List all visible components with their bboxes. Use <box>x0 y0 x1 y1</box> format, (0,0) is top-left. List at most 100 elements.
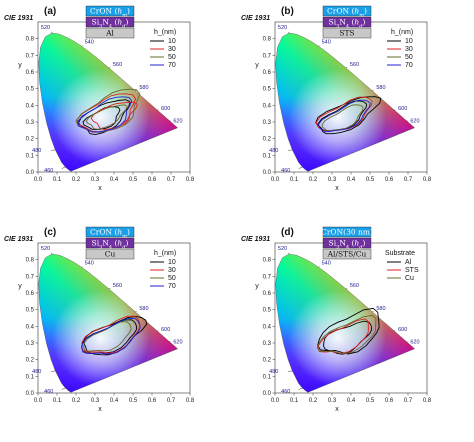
wavelength-tick <box>51 370 56 372</box>
layer-label: Al <box>105 29 114 38</box>
legend-title: h_(nm) <box>154 29 176 36</box>
x-axis-label: x <box>335 406 339 413</box>
y-tick-label: 0.0 <box>26 170 35 176</box>
wavelength-tick <box>61 166 66 169</box>
layer-box <box>322 248 372 260</box>
x-tick-label: 0.8 <box>186 177 195 183</box>
series-loop-10 <box>315 96 382 135</box>
wavelength-tick <box>169 120 171 122</box>
x-tick-label: 0.2 <box>309 398 318 404</box>
layer-label: Si3N4 (hd) <box>329 18 366 30</box>
y-tick-label: 0.6 <box>26 70 35 76</box>
wavelength-tick <box>345 67 348 69</box>
y-tick-label: 0.7 <box>263 274 272 280</box>
wavelength-label: 620 <box>410 119 419 125</box>
layer-box <box>322 27 372 39</box>
x-tick-label: 0.7 <box>404 398 413 404</box>
series-loop-70 <box>76 96 133 133</box>
layer-box <box>85 248 135 260</box>
wavelength-tick <box>135 311 137 313</box>
wavelength-label: 540 <box>322 39 331 45</box>
y-tick-label: 0.7 <box>26 53 35 59</box>
y-tick-label: 0.3 <box>263 341 272 347</box>
wavelength-label: 540 <box>322 260 331 266</box>
x-tick-label: 0.1 <box>290 177 299 183</box>
wavelength-tick <box>298 387 303 390</box>
wavelength-tick <box>318 266 320 268</box>
cie-panel-4: 0.0 0.1 0.2 0.3 0.4 0.5 0.6 0.7 0.8 0.0 0.1 0.2 0.3 0… <box>241 226 432 413</box>
wavelength-tick <box>298 166 303 169</box>
layer-label: CrON (hm) <box>90 7 130 19</box>
panel-letter: (b) <box>281 6 294 17</box>
wavelength-label: 620 <box>173 340 182 346</box>
panel-letter: (a) <box>44 6 56 17</box>
y-tick-label: 0.1 <box>26 153 35 159</box>
y-tick-label: 0.2 <box>26 358 35 364</box>
spectral-locus <box>38 32 178 172</box>
wavelength-label: 560 <box>350 283 359 289</box>
legend-label: 10 <box>405 38 413 45</box>
chart-title: CIE 1931 <box>4 15 33 22</box>
y-tick-label: 0.0 <box>263 391 272 397</box>
series-group <box>316 307 380 355</box>
x-tick-label: 0.4 <box>110 398 119 404</box>
wavelength-tick <box>135 90 137 92</box>
spectral-locus <box>38 253 178 393</box>
layer-box <box>322 237 372 249</box>
y-tick-label: 0.7 <box>26 274 35 280</box>
y-axis-label: y <box>18 62 22 69</box>
wavelength-label: 560 <box>113 62 122 68</box>
layer-box <box>85 27 135 39</box>
y-tick-label: 0.4 <box>26 324 35 330</box>
legend-label: 50 <box>168 275 176 282</box>
wavelength-label: 560 <box>113 283 122 289</box>
wavelength-label: 580 <box>376 306 385 312</box>
legend-label: 70 <box>168 283 176 290</box>
wavelength-label: 480 <box>32 148 41 154</box>
x-axis-label: x <box>98 185 102 192</box>
wavelength-tick <box>61 387 66 390</box>
x-tick-label: 0.6 <box>148 398 157 404</box>
x-tick-label: 0.6 <box>148 177 157 183</box>
x-tick-label: 0.4 <box>110 177 119 183</box>
y-tick-label: 0.3 <box>26 341 35 347</box>
layer-box <box>85 16 135 28</box>
spectral-locus <box>275 253 415 393</box>
wavelength-label: 540 <box>85 39 94 45</box>
layer-label: STS <box>339 29 354 38</box>
x-tick-label: 0.1 <box>290 398 299 404</box>
cie-panel-3: 0.0 0.1 0.2 0.3 0.4 0.5 0.6 0.7 0.8 0.0 0.1 0.2 0.3 0… <box>4 226 195 413</box>
wavelength-tick <box>288 370 293 372</box>
chart-title: CIE 1931 <box>4 236 33 243</box>
y-tick-label: 0.0 <box>263 170 272 176</box>
y-tick-label: 0.0 <box>26 391 35 397</box>
wavelength-label: 600 <box>398 106 407 112</box>
y-tick-label: 0.5 <box>263 87 272 93</box>
wavelength-tick <box>169 341 171 343</box>
series-group <box>75 88 141 136</box>
layer-box <box>322 16 372 28</box>
cie-panel-2: 0.0 0.1 0.2 0.3 0.4 0.5 0.6 0.7 0.8 0.0 0.1 0.2 0.3 0… <box>241 5 432 192</box>
wavelength-tick <box>372 90 374 92</box>
y-tick-label: 0.6 <box>263 291 272 297</box>
wavelength-tick <box>406 341 408 343</box>
wavelength-tick <box>372 311 374 313</box>
legend-label: 10 <box>168 38 176 45</box>
x-tick-label: 0.7 <box>167 177 176 183</box>
x-tick-label: 0.5 <box>129 398 138 404</box>
series-loop-30 <box>76 93 137 133</box>
layer-label: Al/STS/Cu <box>327 250 367 259</box>
y-tick-label: 0.8 <box>263 258 272 264</box>
wavelength-tick <box>345 288 348 290</box>
wavelength-label: 520 <box>41 246 50 252</box>
x-tick-label: 0.2 <box>72 398 81 404</box>
wavelength-tick <box>318 45 320 47</box>
wavelength-label: 460 <box>44 389 53 395</box>
legend-label: 30 <box>168 267 176 274</box>
wavelength-tick <box>81 266 83 268</box>
layer-label: Si3N4 (hd) <box>92 239 129 251</box>
wavelength-tick <box>51 149 56 151</box>
y-tick-label: 0.5 <box>26 308 35 314</box>
x-tick-label: 0.0 <box>34 177 43 183</box>
layer-box <box>85 5 135 17</box>
